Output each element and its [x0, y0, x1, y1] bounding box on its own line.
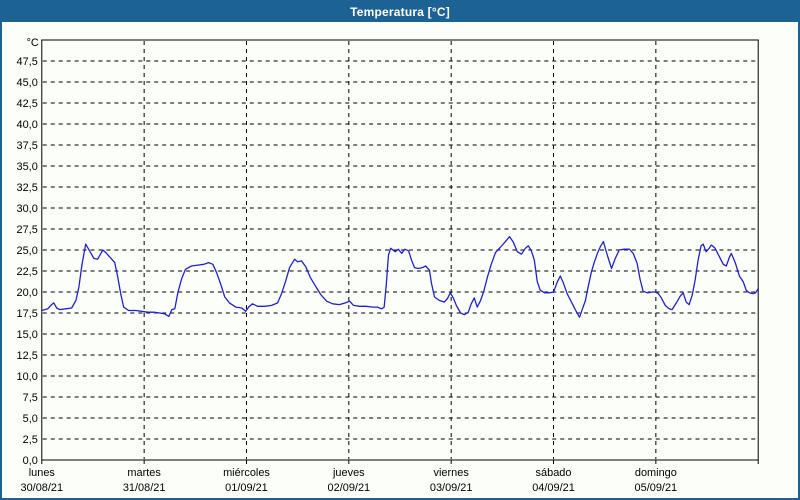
- y-axis-tick-label: 15,0: [17, 329, 38, 341]
- y-axis-tick-label: 22,5: [17, 266, 38, 278]
- x-axis-date-label: 03/09/21: [430, 482, 473, 494]
- temperature-chart: 0,0 2,5 5,0 7,5 10,0 12,5 15,0 17,5 20,0 22,5 25,0…: [17, 37, 759, 494]
- x-axis-day-label: martes: [127, 467, 161, 479]
- temperature-series-line: [41, 235, 759, 318]
- y-axis-tick-label: 5,0: [23, 413, 38, 425]
- x-axis-day-label: jueves: [332, 467, 365, 479]
- x-axis-day-label: lunes: [29, 467, 56, 479]
- y-axis-unit-label: °C: [27, 37, 39, 49]
- x-axis-date-label: 30/08/21: [21, 482, 64, 494]
- y-axis-tick-label: 17,5: [17, 308, 38, 320]
- x-axis-day-label: viernes: [434, 467, 470, 479]
- plot-frame: [41, 39, 759, 461]
- y-axis-tick-label: 12,5: [17, 350, 38, 362]
- y-axis-tick-label: 7,5: [23, 392, 38, 404]
- x-axis-date-label: 02/09/21: [328, 482, 371, 494]
- y-axis-tick-label: 42,5: [17, 98, 38, 110]
- x-axis-date-label: 01/09/21: [225, 482, 268, 494]
- x-axis-date-label: 04/09/21: [532, 482, 575, 494]
- y-axis-tick-label: 2,5: [23, 434, 38, 446]
- y-axis-tick-label: 10,0: [17, 371, 38, 383]
- y-axis-tick-label: 20,0: [17, 287, 38, 299]
- x-axis-date-label: 31/08/21: [123, 482, 166, 494]
- x-axis-day-label: miércoles: [223, 467, 270, 479]
- y-axis-tick-label: 30,0: [17, 203, 38, 215]
- x-axis-day-label: domingo: [635, 467, 677, 479]
- y-axis-tick-label: 47,5: [17, 56, 38, 68]
- y-axis-tick-label: 25,0: [17, 245, 38, 257]
- y-axis-tick-label: 37,5: [17, 140, 38, 152]
- x-axis-date-label: 05/09/21: [635, 482, 678, 494]
- y-axis-tick-label: 45,0: [17, 77, 38, 89]
- y-axis-tick-label: 32,5: [17, 182, 38, 194]
- window-title: Temperatura [°C]: [350, 5, 450, 19]
- y-axis-tick-label: 27,5: [17, 224, 38, 236]
- title-bar: Temperatura [°C]: [2, 2, 798, 22]
- x-axis-day-label: sábado: [536, 467, 572, 479]
- y-axis-tick-label: 35,0: [17, 161, 38, 173]
- y-axis-tick-label: 40,0: [17, 119, 38, 131]
- y-axis-tick-label: 0,0: [23, 455, 38, 467]
